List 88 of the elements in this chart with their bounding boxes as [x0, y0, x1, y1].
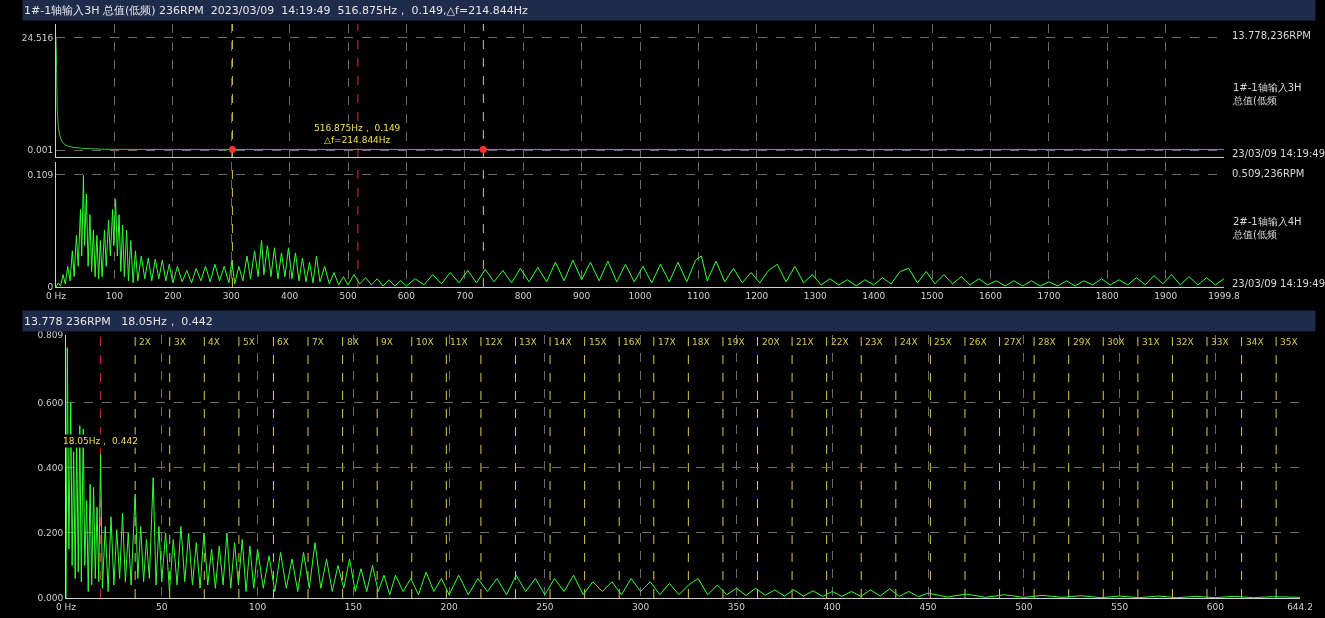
ref-line-label: 24X — [900, 337, 918, 347]
text: 23/03/09 14:19:49 — [1232, 278, 1325, 289]
x-tick-label: 550 — [1110, 601, 1129, 612]
x-tick-label: 1700 — [1037, 290, 1061, 301]
ref-line-label: 23X — [865, 337, 883, 347]
ref-line-label: 10X — [416, 337, 434, 347]
ref-line-label: 18X — [692, 337, 710, 347]
text: 1#-1轴输入3H 总值(低频 — [1232, 82, 1302, 106]
ref-line-label: 8X — [347, 337, 359, 347]
y-tick-label: 0.109 — [27, 169, 54, 180]
text: 13.778,236RPM — [1232, 30, 1311, 41]
ref-line-label: 9X — [381, 337, 393, 347]
x-tick-label: 0 Hz — [45, 290, 67, 301]
y-tick-label: 0.001 — [27, 145, 54, 156]
ref-line-label: 11X — [450, 337, 468, 347]
x-tick-label: 50 — [156, 601, 168, 612]
x-tick-label: 1600 — [979, 290, 1003, 301]
x-tick-label: 500 — [339, 290, 357, 301]
annotation: 516.875Hz， 0.149 △f=214.844Hz — [314, 123, 401, 145]
x-tick-label: 800 — [514, 290, 533, 301]
ref-line-label: 2X — [139, 337, 151, 347]
ref-line-label: 21X — [796, 337, 814, 347]
text: 23/03/09 14:19:49 — [1232, 148, 1325, 159]
x-tick-label: 1500 — [920, 290, 944, 301]
x-tick-label: 600 — [397, 290, 416, 301]
x-tick-label: 1800 — [1095, 290, 1120, 301]
x-tick-label: 400 — [281, 290, 299, 301]
x-tick-label: 300 — [632, 601, 650, 612]
x-tick-label: 1000 — [628, 290, 652, 301]
x-tick-label: 200 — [440, 601, 458, 612]
ref-line-label: 14X — [554, 337, 572, 347]
ref-line-label: 20X — [762, 337, 780, 347]
x-tick-label: 644.2 — [1287, 601, 1313, 612]
text: 0.509,236RPM — [1232, 168, 1305, 179]
x-tick-label: 1200 — [745, 290, 769, 301]
x-tick-label: 1300 — [803, 290, 828, 301]
ref-line-label: 3X — [174, 337, 186, 347]
x-tick-label: 1999.8 — [1208, 290, 1241, 301]
chart-title: 1#-1轴输入3H 总值(低频) 236RPM 2023/03/09 14:19:49 516.875Hz， 0.149,△f=214.844Hz — [24, 3, 528, 17]
ref-line-label: 34X — [1246, 337, 1264, 347]
ref-line-label: 15X — [589, 337, 607, 347]
x-tick-label: 200 — [164, 290, 182, 301]
ref-line-label: 25X — [934, 337, 952, 347]
ref-line-label: 32X — [1176, 337, 1194, 347]
ref-line-label: 6X — [277, 337, 289, 347]
annotation: 18.05Hz， 0.442 — [63, 436, 138, 446]
ref-line-label: 5X — [243, 337, 255, 347]
ref-line-label: 22X — [831, 337, 849, 347]
x-tick-label: 100 — [105, 290, 124, 301]
x-tick-label: 250 — [536, 601, 554, 612]
ref-line-label: 4X — [208, 337, 220, 347]
ref-line-label: 26X — [969, 337, 987, 347]
y-tick-label: 0.200 — [37, 528, 64, 539]
ref-line-label: 19X — [727, 337, 745, 347]
y-tick-label: 0.000 — [37, 593, 64, 604]
ref-line-label: 17X — [658, 337, 676, 347]
x-tick-label: 1100 — [687, 290, 711, 301]
ref-line-label: 7X — [312, 337, 324, 347]
x-tick-label: 600 — [1206, 601, 1225, 612]
x-tick-label: 900 — [573, 290, 591, 301]
y-tick-label: 24.516 — [21, 32, 54, 43]
y-tick-label: 0.600 — [37, 398, 64, 409]
text: 2#-1轴输入4H 总值(低频 — [1232, 216, 1302, 240]
x-tick-label: 100 — [248, 601, 267, 612]
ref-line-label: 12X — [485, 337, 503, 347]
ref-line-label: 35X — [1280, 337, 1298, 347]
ref-line-label: 31X — [1142, 337, 1160, 347]
x-tick-label: 450 — [919, 601, 937, 612]
x-tick-label: 500 — [1015, 601, 1033, 612]
x-tick-label: 700 — [456, 290, 474, 301]
x-tick-label: 300 — [222, 290, 241, 301]
ref-line-label: 16X — [623, 337, 641, 347]
x-tick-label: 1400 — [862, 290, 886, 301]
y-tick-label: 0 — [47, 282, 54, 293]
ref-line-label: 30X — [1107, 337, 1125, 347]
x-tick-label: 1900 — [1154, 290, 1178, 301]
ref-line-label: 13X — [519, 337, 537, 347]
ref-line-label: 28X — [1038, 337, 1056, 347]
x-tick-label: 350 — [727, 601, 746, 612]
ref-line-label: 29X — [1073, 337, 1091, 347]
ref-line-label: 27X — [1004, 337, 1022, 347]
y-tick-label: 0.400 — [37, 463, 64, 474]
x-tick-label: 150 — [344, 601, 363, 612]
x-tick-label: 0 Hz — [55, 601, 77, 612]
x-tick-label: 400 — [823, 601, 842, 612]
chart-title: 13.778 236RPM 18.05Hz， 0.442 — [24, 314, 213, 328]
ref-line-label: 33X — [1211, 337, 1229, 347]
y-tick-label: 0.809 — [37, 330, 64, 341]
